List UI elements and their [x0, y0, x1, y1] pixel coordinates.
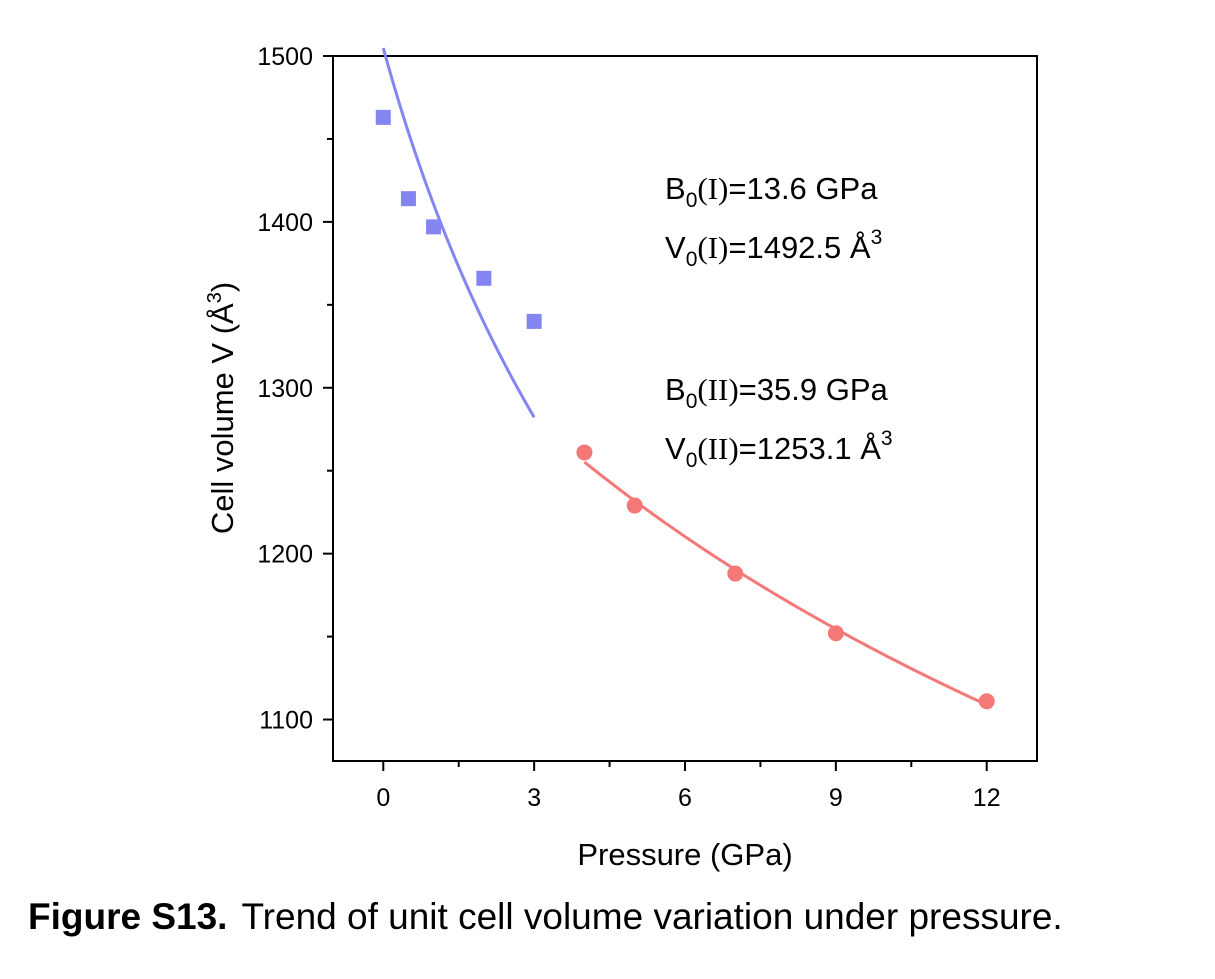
- tick-labels: 0 3 6 9 12 1100 1200 1300 1400 1500: [257, 43, 1000, 812]
- data-point-square: [400, 191, 416, 207]
- y-tick-label: 1400: [257, 209, 313, 237]
- y-axis-title-main: Cell volume V (Å: [205, 303, 240, 534]
- x-tick-label: 9: [829, 784, 843, 812]
- data-point-circle: [626, 497, 643, 514]
- data-points: [375, 109, 995, 710]
- y-axis-title: Cell volume V (Å3): [204, 282, 240, 534]
- y-axis-title-sup: 3: [204, 292, 226, 303]
- data-point-square: [426, 219, 442, 235]
- fit-curves: [381, 47, 988, 707]
- y-tick-label: 1100: [259, 707, 313, 735]
- annotation-v0-phase1: V0(I)=1492.5 Å3: [665, 226, 882, 271]
- x-tick-label: 3: [527, 784, 541, 812]
- x-tick-label: 0: [376, 784, 390, 812]
- x-axis-title: Pressure (GPa): [577, 837, 792, 872]
- fit-curve-series-2: [583, 460, 988, 707]
- pressure-volume-chart: 0 3 6 9 12 1100 1200 1300 1400 1500 Pressure (GPa…: [204, 43, 1038, 872]
- data-point-circle: [727, 565, 744, 582]
- y-tick-label: 1500: [257, 43, 313, 71]
- y-axis-title-close: ): [205, 282, 240, 292]
- annotation-b0-phase1: B0(I)=13.6 GPa: [665, 171, 878, 212]
- axis-ticks: [323, 55, 988, 771]
- x-tick-label: 6: [678, 784, 692, 812]
- y-tick-label: 1200: [257, 541, 313, 569]
- annotation-b0-phase2: B0(II)=35.9 GPa: [665, 372, 889, 413]
- data-point-circle: [827, 625, 844, 642]
- data-point-circle: [576, 444, 593, 461]
- caption-label: Figure S13.: [28, 896, 228, 937]
- fit-curve-series-1: [381, 47, 536, 419]
- data-point-square: [476, 270, 492, 286]
- annotation-v0-phase2: V0(II)=1253.1 Å3: [665, 427, 893, 472]
- figure-caption: Figure S13. Trend of unit cell volume var…: [28, 896, 1208, 938]
- data-point-square: [526, 313, 542, 329]
- y-tick-label: 1300: [257, 375, 313, 403]
- x-tick-label: 12: [973, 784, 1001, 812]
- data-point-square: [375, 109, 391, 125]
- caption-text: Trend of unit cell volume variation unde…: [241, 896, 1063, 937]
- data-point-circle: [978, 693, 995, 710]
